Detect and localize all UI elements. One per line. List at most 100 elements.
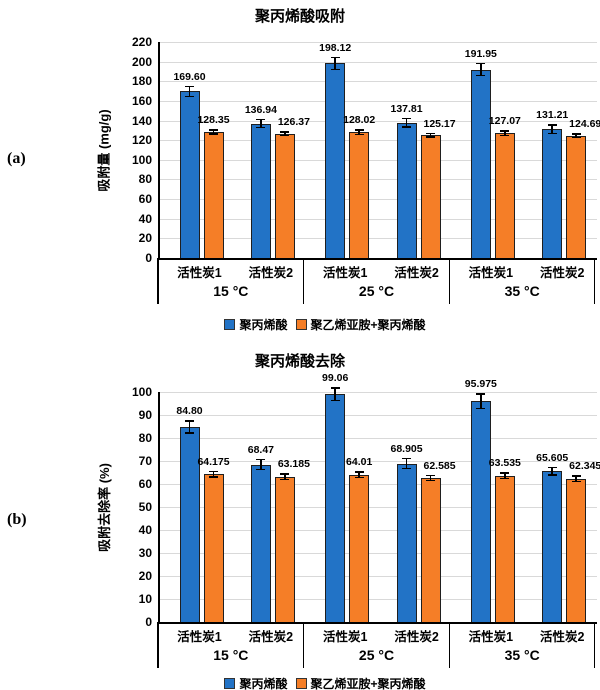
error-bar-stem xyxy=(504,130,506,137)
error-bar-stem xyxy=(480,62,482,77)
bar xyxy=(494,475,515,622)
temperature-label: 15 °C xyxy=(213,283,249,299)
error-bar-cap xyxy=(476,74,486,77)
value-label: 131.21 xyxy=(536,109,569,122)
legend-entry: 聚丙烯酸 xyxy=(224,316,288,333)
value-label: 63.535 xyxy=(488,457,521,470)
value-label: 128.02 xyxy=(343,114,376,127)
panel-label-b: (b) xyxy=(7,511,27,528)
bar xyxy=(494,133,515,258)
value-label: 124.69 xyxy=(569,118,600,131)
error-bar-cap xyxy=(547,132,557,135)
bar xyxy=(203,131,224,258)
bar xyxy=(274,476,295,622)
grid-line xyxy=(160,392,597,393)
panel-label-a: (a) xyxy=(7,150,26,167)
error-bar xyxy=(209,129,218,135)
error-bar-cap xyxy=(280,134,290,137)
category-label: 活性炭1 xyxy=(468,266,514,280)
error-bar-cap xyxy=(256,458,266,461)
value-label: 128.35 xyxy=(197,114,230,127)
error-bar xyxy=(330,56,340,71)
error-bar xyxy=(500,472,510,480)
y-tick-label: 20 xyxy=(138,231,152,246)
y-tick-label: 160 xyxy=(131,93,152,108)
error-bar-cap xyxy=(547,124,557,126)
error-bar-cap xyxy=(354,133,364,136)
bar xyxy=(470,401,491,622)
bar xyxy=(325,394,346,622)
chart-panel-b: (b) 聚丙烯酸去除 吸附去除率 (%) 0 10 20 30 40 50 60 70 80 90… xyxy=(0,345,600,690)
error-bar-cap xyxy=(500,477,510,480)
grid-line xyxy=(160,599,597,600)
error-bar-stem xyxy=(551,466,553,476)
grid-line xyxy=(160,199,597,201)
legend-label: 聚丙烯酸 xyxy=(239,677,288,690)
error-bar-cap xyxy=(209,133,218,135)
value-label: 99.06 xyxy=(322,372,349,385)
temperature-label: 35 °C xyxy=(504,283,540,299)
error-bar-cap xyxy=(426,474,436,477)
bar xyxy=(325,63,346,258)
error-bar-stem xyxy=(334,387,336,402)
error-bar-cap xyxy=(330,56,340,59)
error-bar-cap xyxy=(426,136,436,138)
error-bar-cap xyxy=(354,471,364,473)
bar xyxy=(349,474,370,622)
error-bar-cap xyxy=(547,474,557,476)
bar xyxy=(274,133,295,258)
error-bar xyxy=(185,85,194,98)
value-label: 136.94 xyxy=(244,103,277,116)
group-divider xyxy=(593,622,595,668)
y-tick-label: 180 xyxy=(131,74,152,89)
y-tick-label: 10 xyxy=(138,592,152,606)
error-bar-cap xyxy=(185,432,194,434)
value-label: 125.17 xyxy=(423,117,456,130)
grid-line xyxy=(160,461,597,462)
group-divider xyxy=(448,258,451,304)
y-tick-label: 90 xyxy=(138,408,152,422)
error-bar-cap xyxy=(402,457,412,460)
error-bar-cap xyxy=(256,126,266,129)
error-bar xyxy=(354,129,364,136)
legend-label: 聚乙烯亚胺+聚丙烯酸 xyxy=(310,677,426,690)
category-label: 活性炭2 xyxy=(248,630,294,644)
grid-line xyxy=(160,179,597,181)
bar xyxy=(396,463,417,622)
plot-area: 0 20 40 60 80 100 120 140 160 180 200 220 169.60 136.… xyxy=(132,35,600,265)
y-tick-label: 140 xyxy=(131,113,152,128)
error-bar-cap xyxy=(209,476,218,478)
bar xyxy=(566,478,587,622)
value-label: 127.07 xyxy=(488,115,521,128)
group-divider xyxy=(157,258,159,304)
y-tick-label: 0 xyxy=(145,615,152,629)
legend-entry: 聚乙烯亚胺+聚丙烯酸 xyxy=(295,675,426,690)
group-divider xyxy=(302,622,305,668)
y-tick-label: 80 xyxy=(138,431,152,445)
error-bar-cap xyxy=(209,129,218,131)
value-label: 62.345 xyxy=(569,460,600,473)
error-bar xyxy=(185,420,194,434)
error-bar-cap xyxy=(402,126,412,128)
category-label: 活性炭2 xyxy=(394,630,439,644)
legend-entry: 聚丙烯酸 xyxy=(224,675,288,690)
error-bar-stem xyxy=(405,117,408,128)
group-divider xyxy=(593,258,595,304)
grid-line xyxy=(160,159,597,161)
value-label: 62.585 xyxy=(423,459,456,472)
error-bar-cap xyxy=(426,132,436,135)
category-label: 活性炭1 xyxy=(322,630,368,644)
error-bar-cap xyxy=(500,472,510,474)
category-label: 活性炭2 xyxy=(539,266,585,280)
temperature-label: 25 °C xyxy=(358,283,395,299)
bar xyxy=(470,69,491,258)
y-tick-label: 100 xyxy=(131,385,152,399)
error-bar xyxy=(256,458,266,471)
legend-swatch xyxy=(224,678,236,689)
error-bar-stem xyxy=(575,475,577,483)
grid-line xyxy=(160,438,597,439)
error-bar-stem xyxy=(284,131,286,137)
error-bar-stem xyxy=(358,129,360,136)
error-bar-cap xyxy=(571,136,581,139)
error-bar-stem xyxy=(575,133,577,139)
